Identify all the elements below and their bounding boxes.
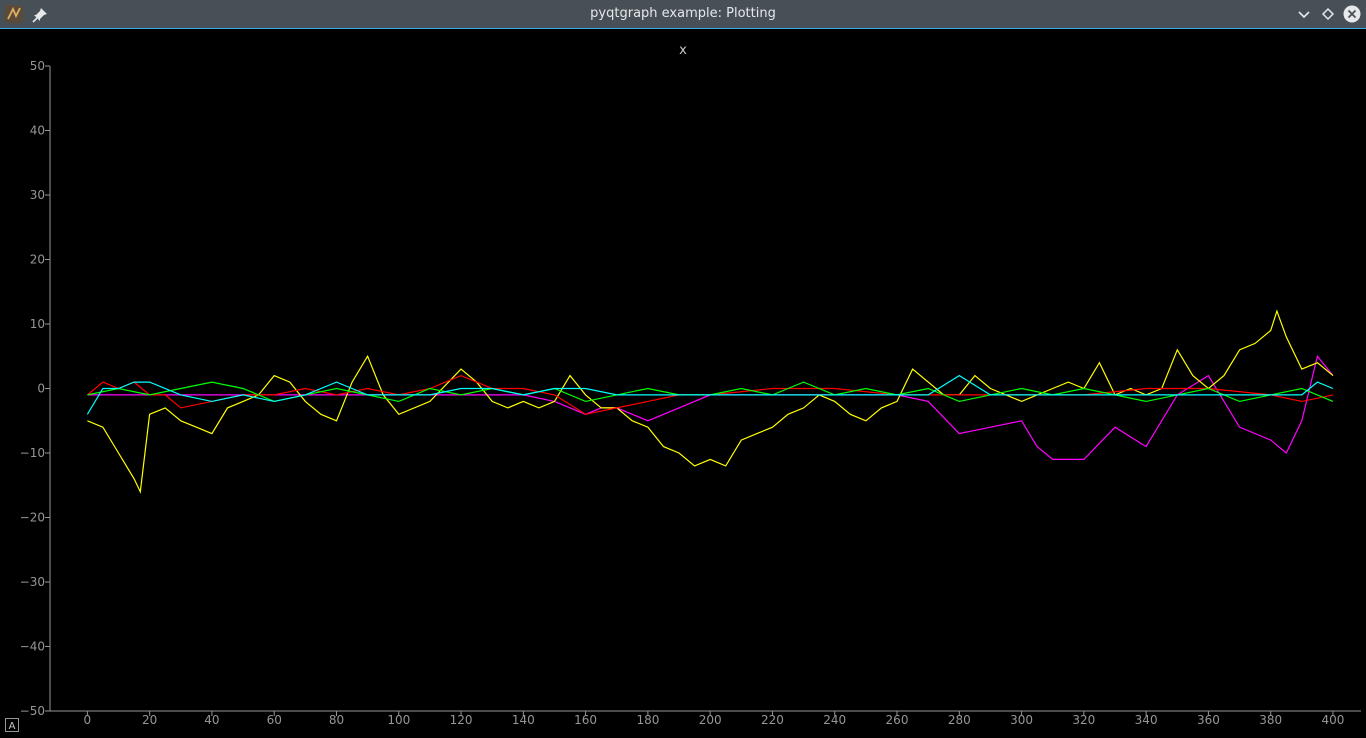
axes: −50 −40 −30 −20 −10 0 10 20 30 40 50 0 20 40 60 80 100 12…: [20, 59, 1361, 727]
pin-icon[interactable]: [30, 5, 50, 25]
x-tick-label: 180: [636, 713, 659, 727]
pyqtgraph-app-icon[interactable]: [4, 4, 24, 24]
series-line-2: [87, 309, 1334, 494]
x-tick-label: 360: [1197, 713, 1220, 727]
auto-range-label: A: [9, 721, 16, 732]
x-tick-label: 80: [329, 713, 344, 727]
diamond-icon[interactable]: [1318, 4, 1338, 24]
x-tick-label: 300: [1010, 713, 1033, 727]
x-tick-label: 160: [574, 713, 597, 727]
x-tick-label: 400: [1322, 713, 1345, 727]
y-tick-label: 40: [30, 124, 45, 138]
plot-title: x: [679, 43, 687, 58]
x-tick-label: 140: [512, 713, 535, 727]
x-tick-label: 220: [761, 713, 784, 727]
x-tick-label: 340: [1135, 713, 1158, 727]
x-tick-label: 20: [142, 713, 157, 727]
y-tick-label: 10: [30, 317, 45, 331]
close-icon[interactable]: [1342, 4, 1362, 24]
x-tick-label: 100: [387, 713, 410, 727]
x-tick-label: 380: [1259, 713, 1282, 727]
series-line-4: [87, 381, 1334, 403]
x-tick-label: 280: [948, 713, 971, 727]
y-tick-label: −20: [20, 511, 45, 525]
x-tick-label: 60: [267, 713, 282, 727]
x-tick-label: 260: [886, 713, 909, 727]
y-tick-label: −30: [20, 575, 45, 589]
auto-range-icon[interactable]: A: [5, 718, 19, 732]
chevron-down-icon[interactable]: [1294, 4, 1314, 24]
x-tick-label: 240: [823, 713, 846, 727]
x-tick-label: 320: [1072, 713, 1095, 727]
series-line-1: [87, 354, 1334, 460]
y-tick-label: 0: [37, 382, 45, 396]
y-tick-label: −10: [20, 446, 45, 460]
x-tick-label: 40: [204, 713, 219, 727]
y-tick-label: 30: [30, 188, 45, 202]
y-tick-label: −40: [20, 640, 45, 654]
x-tick-label: 0: [84, 713, 92, 727]
window-title: pyqtgraph example: Plotting: [590, 6, 776, 21]
x-tick-label: 200: [699, 713, 722, 727]
plot-lines: [86, 309, 1334, 494]
y-tick-label: −50: [20, 704, 45, 718]
y-tick-label: 50: [30, 59, 45, 73]
y-tick-label: 20: [30, 253, 45, 267]
series-line-5: [86, 374, 1334, 415]
x-tick-label: 120: [450, 713, 473, 727]
window-titlebar: pyqtgraph example: Plotting: [0, 0, 1366, 29]
